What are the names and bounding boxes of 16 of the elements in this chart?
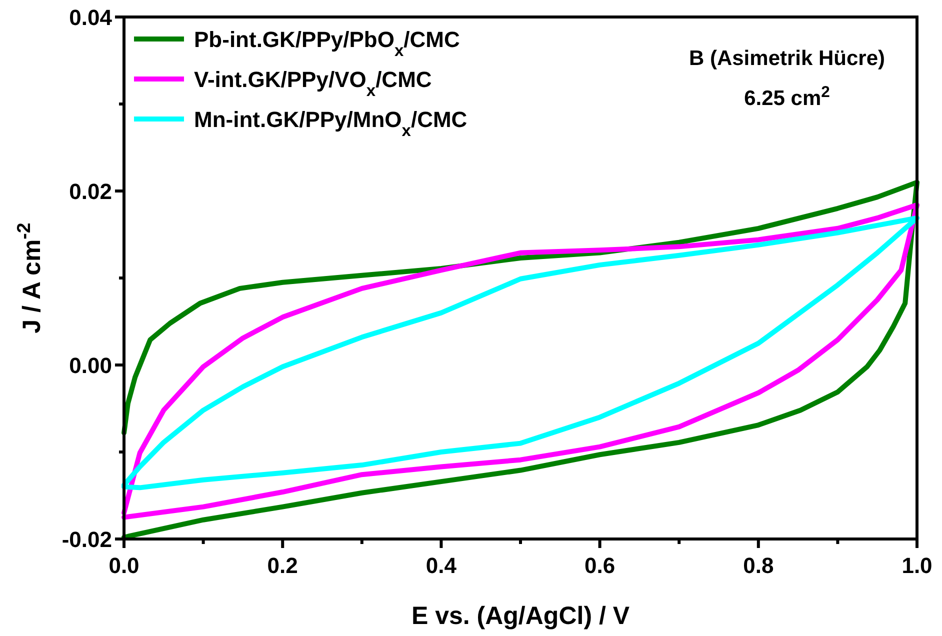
y-tick-label: 0.00: [69, 353, 112, 378]
x-tick-label: 0.6: [584, 553, 616, 578]
x-tick-label: 0.2: [267, 553, 298, 578]
annotation: B (Asimetrik Hücre): [688, 47, 886, 70]
y-tick-label: 0.04: [69, 5, 113, 30]
legend-label: Mn-int.GK/PPy/MnO$_{x}$/CMC: [194, 107, 468, 140]
y-tick-label: -0.02: [62, 527, 112, 552]
x-axis-title: E vs. (Ag/AgCl) / V: [411, 602, 630, 630]
x-tick-label: 1.0: [902, 553, 932, 578]
x-tick-label: 0.8: [743, 553, 774, 578]
y-tick-label: 0.02: [69, 179, 112, 204]
x-tick-label: 0.0: [108, 553, 140, 578]
legend-label: V-int.GK/PPy/VO$_{x}$/CMC: [194, 67, 432, 100]
legend-label: Pb-int.GK/PPy/PbO$_{x}$/CMC: [194, 27, 460, 60]
x-tick-label: 0.4: [426, 553, 458, 578]
annotation: 6.25 cm$^{2}$: [744, 84, 830, 110]
